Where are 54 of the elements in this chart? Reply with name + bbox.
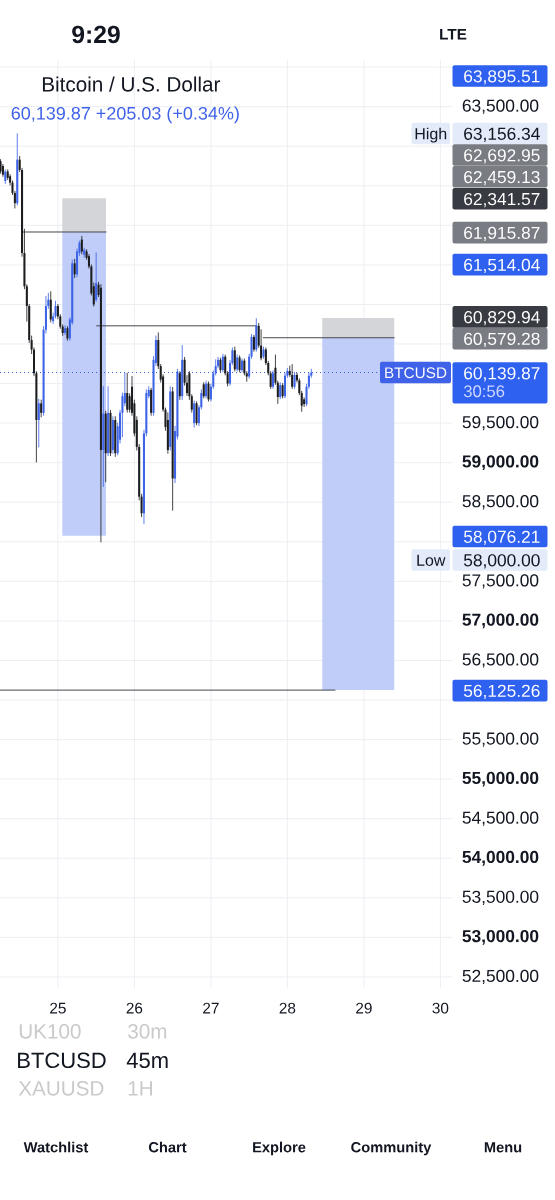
x-tick-label: 25 [50,1002,66,1014]
text: 63,895.51 [464,70,540,85]
x-tick-label: 30 [432,1002,449,1014]
x-tick-label: 29 [356,1002,372,1014]
text: 62,692.95 [464,149,540,164]
text: 30:56 [463,385,505,398]
candlestick [178,371,181,400]
y-tick-label: 63,500.00 [462,99,539,114]
text: 62,341.57 [464,192,540,208]
text: 61,514.04 [464,258,540,274]
candlestick [126,372,129,413]
y-tick-label: 55,000.00 [462,771,539,787]
y-tick-label: 53,000.00 [462,929,539,945]
text: Community [351,1141,432,1156]
text: Chart [148,1141,187,1153]
text: 45m [126,1052,168,1069]
y-tick-label: 59,500.00 [462,415,539,431]
text: 9:29 [72,25,120,44]
text: 62,459.13 [464,170,540,186]
y-tick-label: 54,500.00 [462,811,539,826]
y-tick-label: 55,500.00 [462,732,539,747]
annotation: High [415,127,447,143]
y-tick-label: 53,500.00 [462,890,539,905]
text: 58,000.00 [463,554,540,569]
text: 63,156.34 [464,127,540,142]
y-tick-label: 54,000.00 [462,850,539,866]
annotation: Low [417,554,446,566]
text: 60,139.87 [464,367,540,382]
text: LTE [440,28,467,40]
ref-line-label: BTCUSD [385,367,447,379]
y-tick-label: 59,000.00 [462,455,539,471]
text: Explore [253,1141,306,1156]
text: Bitcoin / U.S. Dollar [42,76,221,92]
bar [322,317,395,338]
y-tick-label: 56,500.00 [462,653,539,668]
y-tick-label: 52,500.00 [462,969,539,985]
candlestick [73,258,76,278]
x-tick-label: 27 [203,1002,219,1014]
text: 56,125.26 [463,684,540,700]
x-tick-label: 28 [279,1002,296,1014]
text: Menu [484,1142,522,1153]
y-tick-label: 57,000.00 [462,613,539,629]
bar [62,198,106,232]
text: 60,829.94 [464,311,540,326]
y-tick-label: 57,500.00 [462,574,539,589]
x-tick-label: 26 [126,1002,143,1014]
text: 61,915.87 [464,226,540,242]
y-tick-label: 58,500.00 [462,495,539,510]
text: 60,139.87 +205.03 (+0.34%) [11,106,239,124]
bar [62,232,106,536]
text: Watchlist [23,1141,89,1153]
text: BTCUSD [18,1052,106,1069]
text: 58,076.21 [463,530,540,545]
text: 60,579.28 [464,332,540,348]
